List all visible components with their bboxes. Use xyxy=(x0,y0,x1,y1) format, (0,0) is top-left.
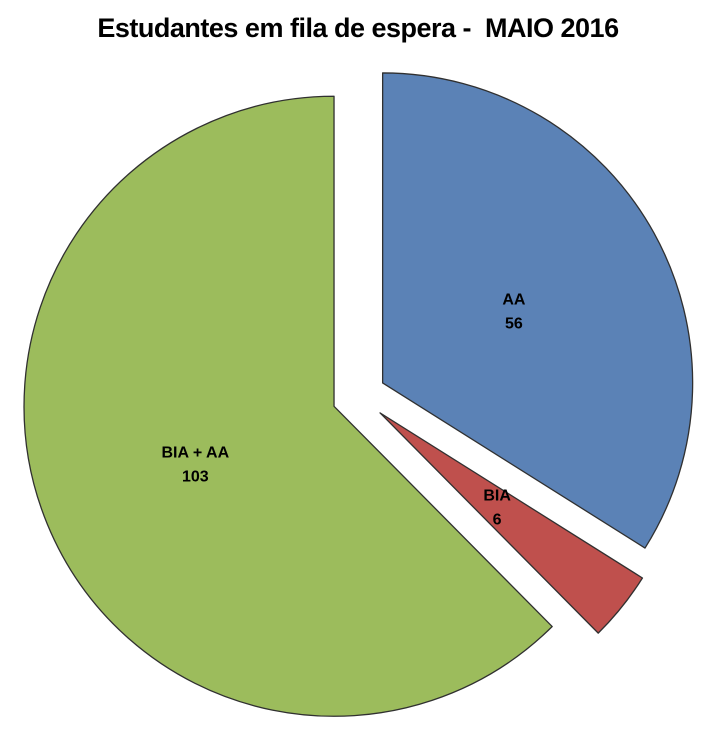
pie-slice-aa[interactable] xyxy=(381,72,694,549)
pie-slice-bia[interactable] xyxy=(379,412,644,634)
pie-slice-bia-aa[interactable] xyxy=(23,95,553,717)
chart-title: Estudantes em fila de espera - MAIO 2016 xyxy=(97,13,619,43)
